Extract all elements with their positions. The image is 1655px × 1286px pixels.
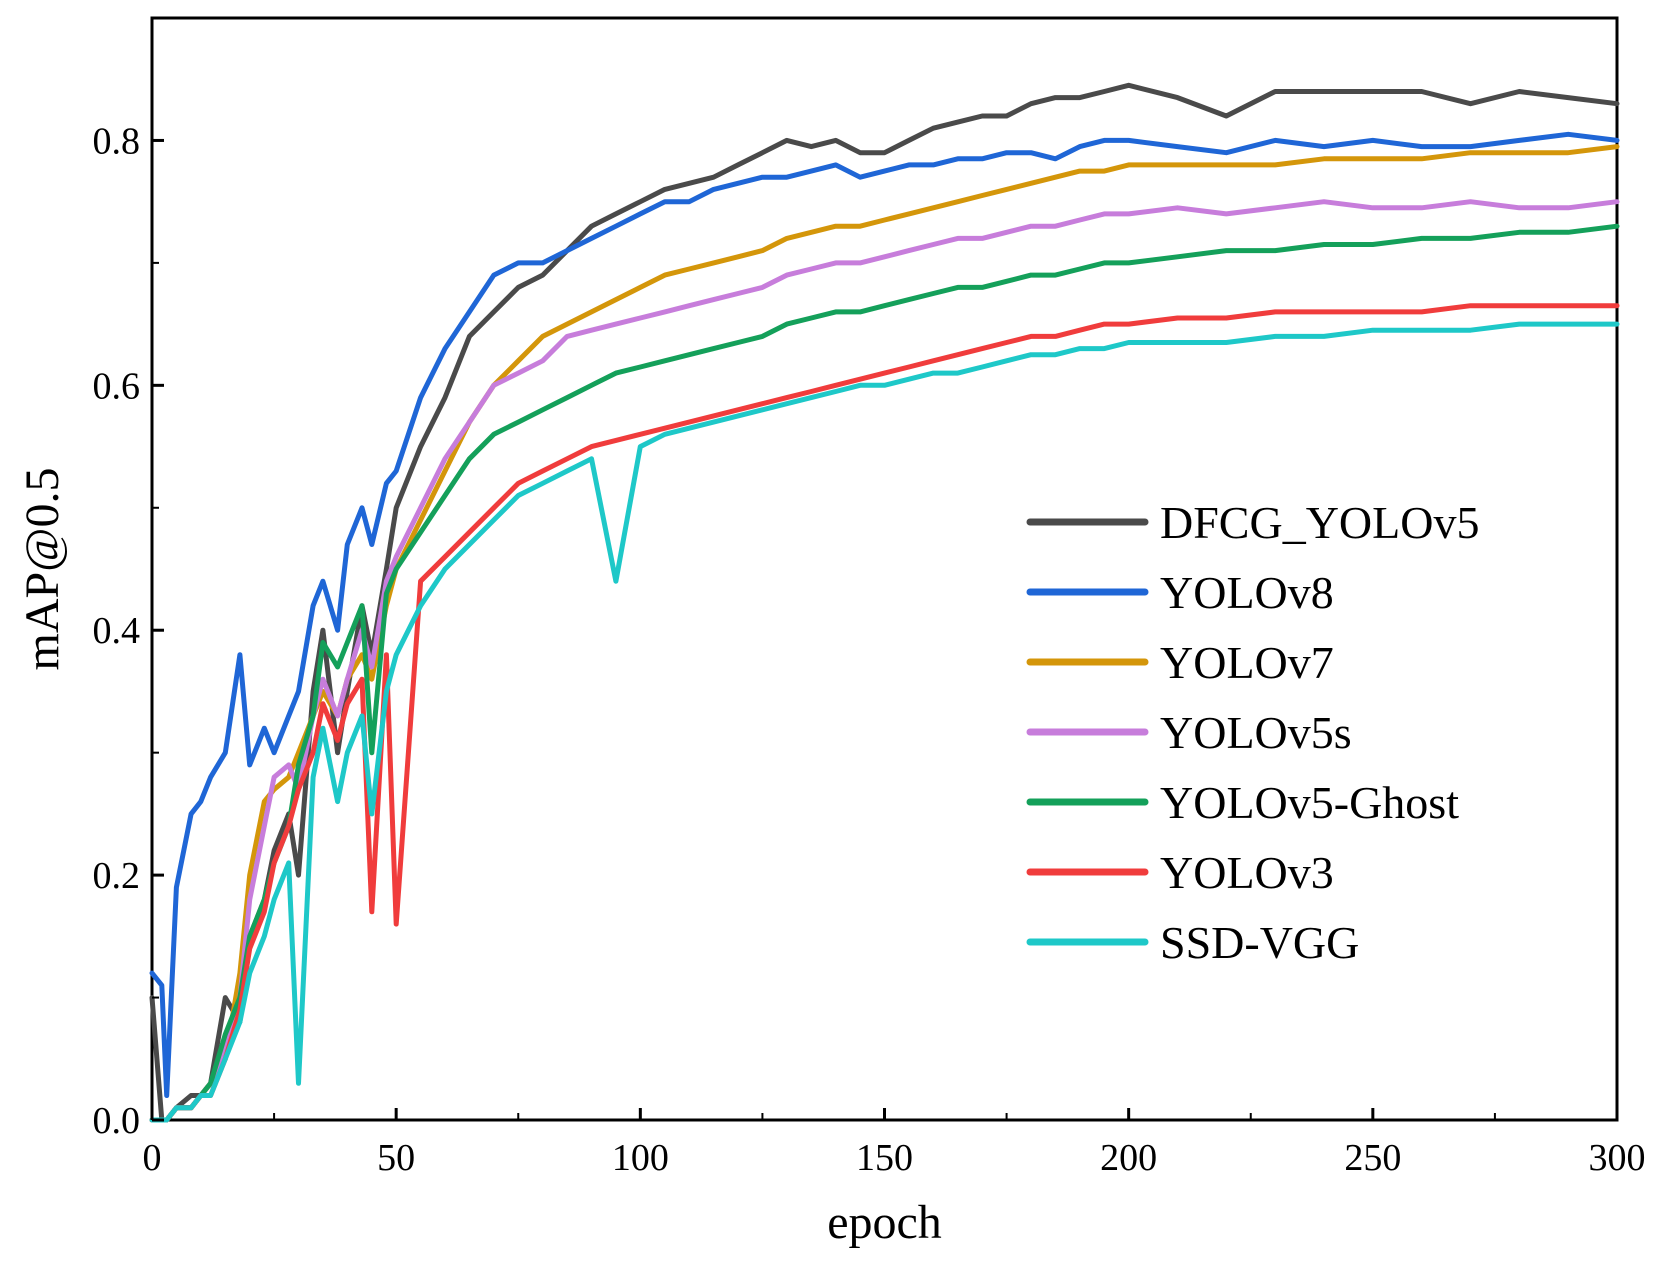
legend-item: YOLOv8 xyxy=(1026,567,1334,618)
y-axis-ticks: 0.0 0.2 0.4 0.6 0.8 xyxy=(93,17,164,1142)
legend-item: YOLOv5s xyxy=(1026,707,1352,758)
y-tick-label: 0.8 xyxy=(93,120,141,162)
legend-item: YOLOv7 xyxy=(1026,637,1334,688)
legend-label: YOLOv5s xyxy=(1160,707,1352,758)
legend-item: YOLOv3 xyxy=(1026,847,1334,898)
series-lines xyxy=(149,82,1620,1123)
legend-label: YOLOv7 xyxy=(1160,637,1334,688)
x-tick-label: 300 xyxy=(1589,1137,1646,1179)
x-axis-title: epoch xyxy=(827,1196,942,1249)
legend-label: DFCG_YOLOv5 xyxy=(1160,497,1479,548)
legend-label: YOLOv5-Ghost xyxy=(1160,777,1459,828)
series-line-ssd-vgg xyxy=(149,321,1620,1123)
legend-item: DFCG_YOLOv5 xyxy=(1026,497,1479,548)
legend-item: SSD-VGG xyxy=(1026,917,1359,968)
x-tick-label: 100 xyxy=(612,1137,669,1179)
legend-item: YOLOv5-Ghost xyxy=(1026,777,1459,828)
plot-frame xyxy=(150,16,1619,1122)
x-tick-label: 150 xyxy=(856,1137,913,1179)
legend-label: YOLOv3 xyxy=(1160,847,1334,898)
y-tick-label: 0.4 xyxy=(93,610,141,652)
x-tick-label: 200 xyxy=(1100,1137,1157,1179)
series-line-yolov7 xyxy=(149,144,1620,1123)
legend-label: YOLOv8 xyxy=(1160,567,1334,618)
y-axis-title: mAP@0.5 xyxy=(16,468,69,671)
x-tick-label: 250 xyxy=(1344,1137,1401,1179)
y-tick-label: 0.0 xyxy=(93,1100,141,1142)
x-axis-ticks: 0 50 100 150 200 250 300 xyxy=(143,1108,1646,1179)
x-tick-label: 0 xyxy=(143,1137,162,1179)
y-tick-label: 0.6 xyxy=(93,365,141,407)
legend: DFCG_YOLOv5 YOLOv8 YOLOv7 YOLOv5s YOLOv5-Gho… xyxy=(1026,497,1479,968)
legend-label: SSD-VGG xyxy=(1160,917,1359,968)
series-line-yolov5s xyxy=(149,199,1620,1123)
series-line-yolov3 xyxy=(149,303,1620,1123)
x-tick-label: 50 xyxy=(377,1137,415,1179)
plot-area: 0 50 100 150 200 250 300 0.0 0.2 0.4 0.6 0.8 xyxy=(93,16,1646,1179)
y-tick-label: 0.2 xyxy=(93,855,141,897)
series-line-yolov8 xyxy=(149,131,1620,1098)
